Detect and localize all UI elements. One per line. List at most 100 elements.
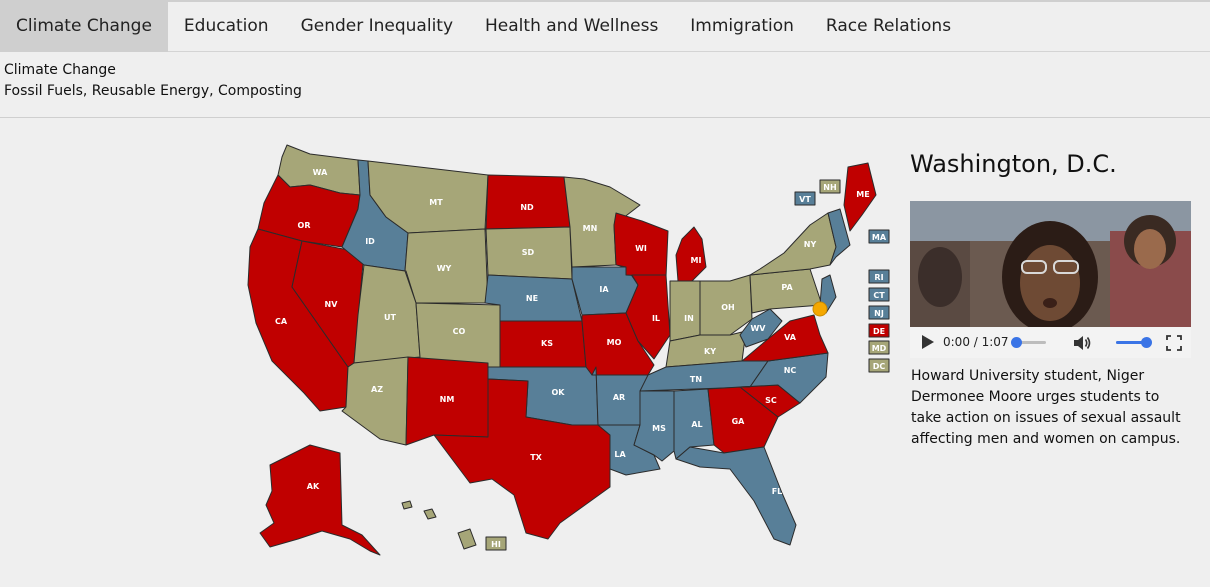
state-MD[interactable] xyxy=(868,340,890,355)
state-label: NM xyxy=(440,395,455,404)
fullscreen-icon[interactable] xyxy=(1166,335,1182,351)
topic-header: Climate Change Fossil Fuels, Reusable En… xyxy=(4,60,302,102)
tab-gender-inequality[interactable]: Gender Inequality xyxy=(300,16,454,36)
divider xyxy=(0,117,1210,118)
state-WI[interactable] xyxy=(613,212,669,278)
state-VT[interactable] xyxy=(794,191,816,206)
state-label: HI xyxy=(491,540,501,549)
state-label: AR xyxy=(613,393,625,402)
topic-title: Climate Change xyxy=(4,62,116,78)
state-label: ND xyxy=(520,203,534,212)
state-DE[interactable] xyxy=(868,323,890,338)
state-RI[interactable] xyxy=(868,269,890,284)
state-label: ME xyxy=(856,190,869,199)
state-IL[interactable] xyxy=(625,274,671,360)
state-label: OH xyxy=(721,303,735,312)
state-label: WA xyxy=(313,168,328,177)
state-labels: WA OR CA NV ID MT WY UT CO AZ NM ND SD N… xyxy=(275,168,870,496)
topic-keywords: Fossil Fuels, Reusable Energy, Compostin… xyxy=(4,83,302,99)
video-progress-knob[interactable] xyxy=(1010,337,1022,348)
state-DC[interactable] xyxy=(868,358,890,373)
state-HI-islands-2[interactable] xyxy=(401,500,413,510)
state-label: NC xyxy=(784,366,797,375)
location-marker[interactable] xyxy=(812,301,828,317)
state-NE-region[interactable] xyxy=(827,208,851,266)
state-label: TX xyxy=(530,453,542,462)
state-label: CO xyxy=(453,327,466,336)
state-label: CT xyxy=(873,291,885,300)
state-FL[interactable] xyxy=(675,446,797,546)
state-label: FL xyxy=(772,487,783,496)
state-HI-box[interactable] xyxy=(485,536,507,551)
state-label: AZ xyxy=(371,385,383,394)
video-thumbnail[interactable] xyxy=(910,201,1191,327)
state-label: PA xyxy=(781,283,793,292)
state-label: CA xyxy=(275,317,288,326)
state-label: MO xyxy=(607,338,622,347)
state-label: VA xyxy=(784,333,797,342)
state-label: DC xyxy=(873,362,886,371)
state-IN[interactable] xyxy=(669,280,701,342)
state-TX[interactable] xyxy=(433,378,611,540)
tab-education[interactable]: Education xyxy=(183,16,269,36)
video-caption: Howard University student, Niger Dermone… xyxy=(911,368,1181,447)
state-label: SC xyxy=(765,396,777,405)
state-label: NH xyxy=(823,183,836,192)
state-label: KS xyxy=(541,339,553,348)
state-label: AK xyxy=(307,482,320,491)
state-label: IN xyxy=(684,314,694,323)
state-label: MA xyxy=(872,233,887,242)
state-label: WI xyxy=(635,244,647,253)
state-CT[interactable] xyxy=(868,287,890,302)
state-label: NV xyxy=(325,300,339,309)
state-AK[interactable] xyxy=(259,444,381,556)
state-label: TN xyxy=(690,375,702,384)
state-ME[interactable] xyxy=(843,162,877,232)
tab-race-relations[interactable]: Race Relations xyxy=(825,16,952,36)
state-HI[interactable] xyxy=(457,528,477,550)
state-label: ID xyxy=(365,237,375,246)
state-label: DE xyxy=(873,327,885,336)
state-label: LA xyxy=(614,450,626,459)
state-label: GA xyxy=(732,417,746,426)
state-MI[interactable] xyxy=(675,226,707,282)
state-label: OR xyxy=(298,221,311,230)
state-label: MS xyxy=(652,424,666,433)
video-time: 0:00 / 1:07 xyxy=(943,335,1009,349)
state-label: IA xyxy=(599,285,609,294)
state-label: NY xyxy=(804,240,817,249)
play-icon[interactable] xyxy=(922,335,934,349)
top-border xyxy=(0,0,1210,2)
video-controls: 0:00 / 1:07 xyxy=(910,327,1191,358)
state-ND[interactable] xyxy=(485,174,571,230)
state-HI-islands[interactable] xyxy=(423,508,437,520)
tab-immigration[interactable]: Immigration xyxy=(690,16,794,36)
state-NJ[interactable] xyxy=(868,305,890,320)
state-label: AL xyxy=(691,420,702,429)
state-MA[interactable] xyxy=(868,229,890,244)
state-label: IL xyxy=(652,314,660,323)
state-label: MT xyxy=(429,198,443,207)
video-progress-bar[interactable] xyxy=(1010,337,1046,348)
state-label: MD xyxy=(872,344,887,353)
state-label: RI xyxy=(874,273,883,282)
video-player[interactable]: 0:00 / 1:07 xyxy=(910,201,1191,358)
location-title: Washington, D.C. xyxy=(910,150,1117,178)
volume-knob[interactable] xyxy=(1140,337,1152,348)
volume-slider[interactable] xyxy=(1116,337,1152,348)
tab-climate-change[interactable]: Climate Change xyxy=(0,2,168,52)
state-label: UT xyxy=(384,313,396,322)
us-map: WA OR CA NV ID MT WY UT CO AZ NM ND SD N… xyxy=(247,144,890,556)
video-still-image xyxy=(910,201,1191,327)
tab-health-and-wellness[interactable]: Health and Wellness xyxy=(485,16,659,36)
state-label: MI xyxy=(691,256,702,265)
small-state-legend: VT NH MA RI CT NJ DE MD DC HI xyxy=(485,179,890,551)
state-AZ[interactable] xyxy=(341,356,409,446)
state-label: WY xyxy=(437,264,452,273)
state-VA[interactable] xyxy=(741,314,829,362)
state-NY[interactable] xyxy=(749,212,837,276)
state-label: KY xyxy=(704,347,716,356)
state-label: NJ xyxy=(874,309,884,318)
state-NH[interactable] xyxy=(819,179,841,194)
volume-icon[interactable] xyxy=(1072,334,1092,352)
